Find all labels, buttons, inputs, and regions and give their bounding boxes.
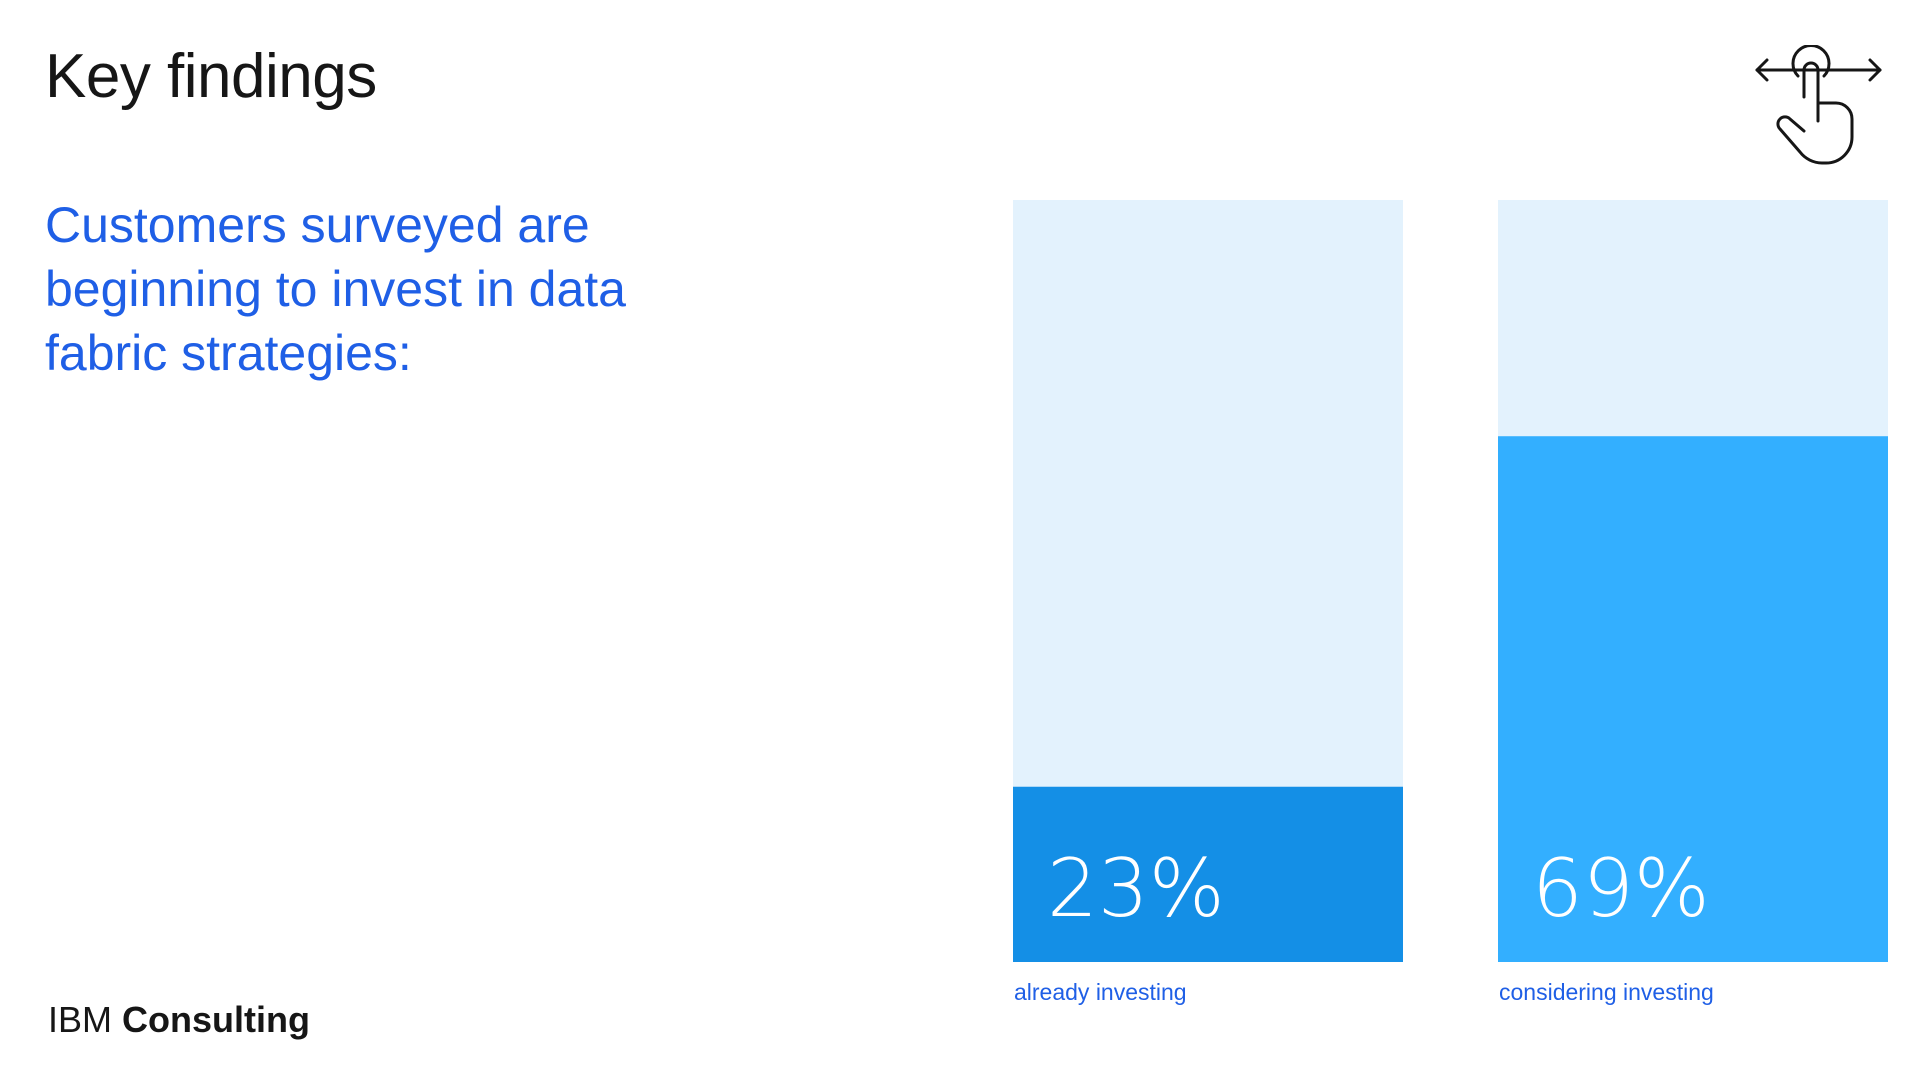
page-subtitle: Customers surveyed are beginning to inve… (45, 197, 626, 381)
swipe-gesture-icon (1755, 45, 1882, 165)
bar-category-label: considering investing (1499, 979, 1714, 1005)
logo-text-ibm: IBM (48, 999, 113, 1040)
page-title: Key findings (45, 42, 377, 111)
bar-value-label: 69% (1532, 842, 1710, 935)
bar-category-label: already investing (1014, 979, 1187, 1005)
bar-track (1013, 200, 1403, 962)
ibm-consulting-logo: IBM Consulting (48, 1002, 310, 1038)
bar-track (1498, 200, 1888, 962)
bar-already-investing (1013, 786, 1403, 962)
bar-considering-investing (1498, 436, 1888, 963)
logo-text-consulting: Consulting (122, 999, 310, 1040)
bar-value-label: 23% (1047, 842, 1225, 935)
